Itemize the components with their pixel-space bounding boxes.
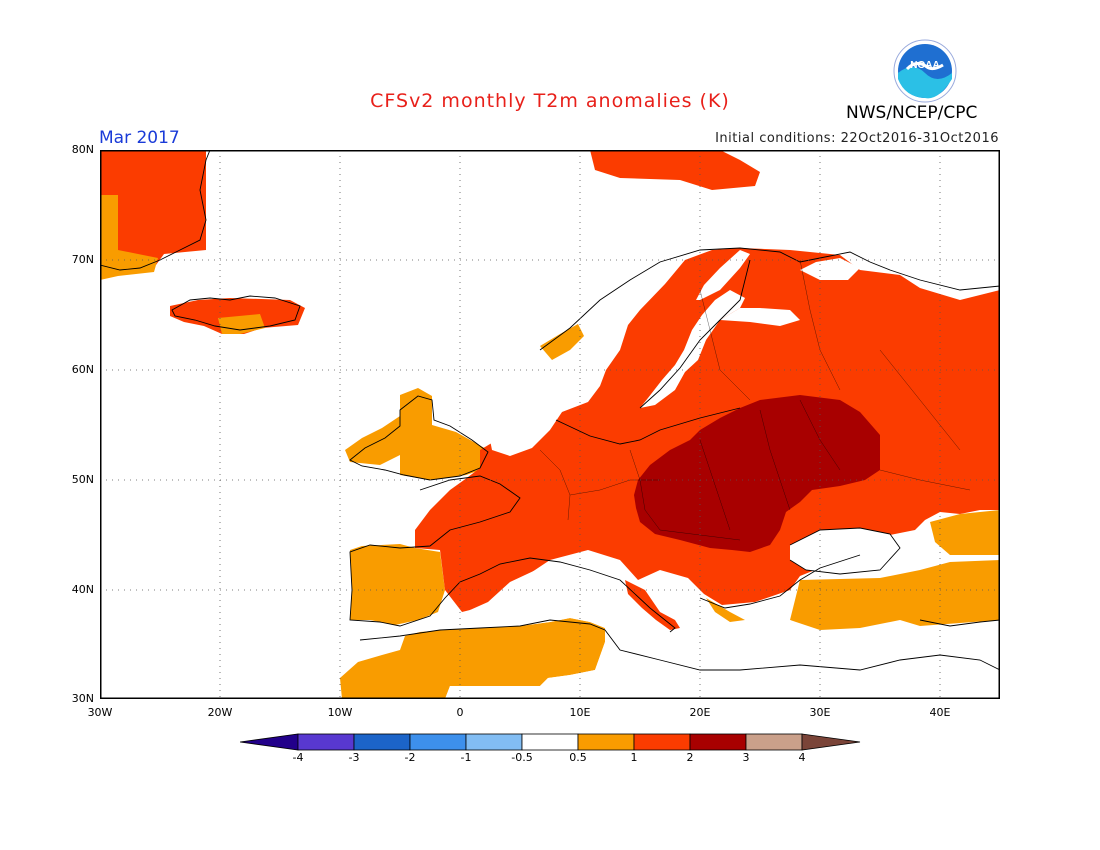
gulf-of-bothnia [696, 250, 750, 300]
lat-label-50n: 50N [71, 473, 94, 486]
lat-label-60n: 60N [71, 363, 94, 376]
noaa-logo: NOAA [893, 39, 957, 103]
anomaly-greenland-edge [100, 195, 158, 280]
colorbar-cell [297, 733, 355, 751]
colorbar-label: 3 [742, 751, 750, 764]
anomaly-north-africa [340, 618, 605, 699]
colorbar-cell [409, 733, 467, 751]
lon-label-40e: 40E [929, 706, 951, 719]
colorbar-cell [465, 733, 523, 751]
lat-label-70n: 70N [71, 253, 94, 266]
anomaly-black-sea-east [930, 510, 1000, 555]
colorbar-label: 2 [686, 751, 694, 764]
colorbar-label: -0.5 [511, 751, 533, 764]
colorbar-label: 1 [630, 751, 638, 764]
country-borders [539, 259, 971, 541]
map-frame [100, 150, 1000, 699]
lat-label-30n: 30N [71, 692, 94, 705]
lat-label-80n: 80N [71, 143, 94, 156]
colorbar-cell [353, 733, 411, 751]
colorbar-cell [633, 733, 691, 751]
norway-coast [540, 324, 584, 360]
colorbar-label: -1 [460, 751, 472, 764]
black-sea [790, 528, 900, 574]
org-label: NWS/NCEP/CPC [846, 103, 978, 123]
gulf-of-finland [720, 308, 800, 326]
lon-label-20e: 20E [689, 706, 711, 719]
colorbar-cell [577, 733, 635, 751]
logo-text: NOAA [910, 60, 939, 71]
baltic-sea [640, 290, 745, 408]
colorbar-label: 0.5 [569, 751, 587, 764]
lon-label-10w: 10W [327, 706, 353, 719]
colorbar [240, 733, 861, 751]
chart-title: CFSv2 monthly T2m anomalies (K) [370, 90, 730, 112]
colorbar-label: 4 [798, 751, 806, 764]
north-sea [488, 408, 562, 456]
italy [625, 580, 680, 630]
lon-label-0: 0 [456, 706, 464, 719]
forecast-month: Mar 2017 [99, 128, 180, 148]
initial-conditions: Initial conditions: 22Oct2016-31Oct2016 [715, 131, 999, 146]
anomaly-greenland [100, 150, 206, 268]
colorbar-arrow-low [240, 733, 299, 751]
colorbar-label: -2 [404, 751, 416, 764]
colorbar-cell [521, 733, 579, 751]
colorbar-cell [745, 733, 803, 751]
colorbar-cell [689, 733, 747, 751]
colorbar-arrow-high [801, 733, 861, 751]
anomaly-iceland [170, 298, 305, 334]
anomaly-iberia [350, 544, 445, 625]
anomaly-central-east [634, 395, 880, 552]
anomaly-british-isles [345, 388, 488, 480]
lon-label-30w: 30W [87, 706, 113, 719]
gridlines [100, 150, 1000, 699]
white-sea [800, 258, 860, 280]
colorbar-label: -4 [292, 751, 304, 764]
anomaly-turkey [790, 560, 1000, 630]
lat-label-40n: 40N [71, 583, 94, 596]
lon-label-20w: 20W [207, 706, 233, 719]
mediterranean-sea [445, 562, 1000, 699]
anomaly-map [100, 150, 1000, 699]
colorbar-label: -3 [348, 751, 360, 764]
lon-label-10e: 10E [569, 706, 591, 719]
anomaly-svalbard [590, 150, 760, 190]
lon-label-30e: 30E [809, 706, 831, 719]
anomaly-iceland-south [218, 314, 265, 334]
